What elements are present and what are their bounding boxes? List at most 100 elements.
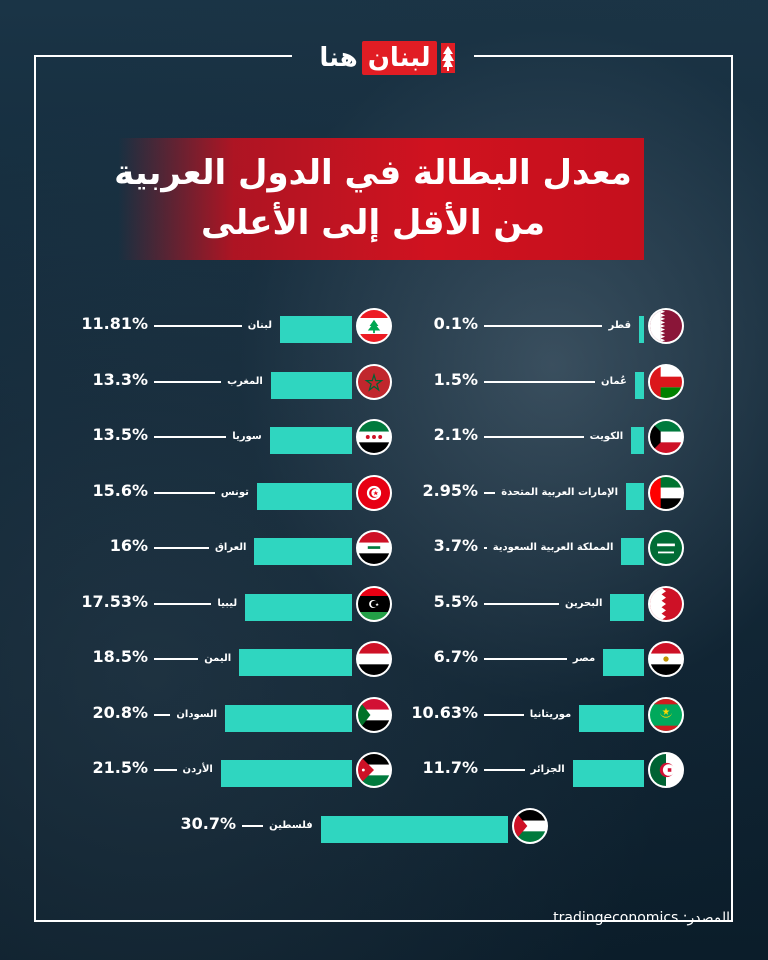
leader-line	[154, 769, 177, 771]
source-value: tradingeconomics	[553, 910, 679, 926]
libya-flag-icon	[356, 585, 392, 622]
country-label: موريتانيا	[529, 708, 572, 720]
leader-line	[154, 602, 212, 605]
oman-flag-icon	[648, 363, 684, 400]
data-label: 13.3%	[92, 369, 148, 389]
tunisia-flag-icon	[356, 474, 392, 511]
data-label: 16%	[109, 536, 148, 555]
country-label: الكويت	[589, 431, 624, 442]
chart-bar	[269, 427, 352, 454]
chart-bar	[256, 482, 352, 510]
chart-bar	[639, 316, 644, 343]
country-label: فلسطين	[269, 819, 313, 831]
jordan-flag-icon	[356, 752, 392, 788]
chart-bar	[254, 538, 352, 565]
lebanon-flag-icon	[356, 308, 392, 344]
leader-line	[154, 658, 199, 660]
algeria-flag-icon	[648, 752, 684, 788]
chart-bar	[631, 427, 644, 454]
morocco-flag-icon	[356, 363, 392, 400]
data-label: 2.1%	[433, 425, 478, 444]
kuwait-flag-icon	[648, 419, 684, 455]
leader-line	[484, 491, 496, 494]
chart-bar	[270, 371, 352, 399]
source-label: المصدر:	[682, 910, 730, 926]
leader-line	[154, 436, 227, 438]
chart-bar	[320, 815, 508, 843]
iraq-flag-icon	[356, 530, 392, 566]
data-label: 0.1%	[433, 314, 478, 333]
country-label: السودان	[176, 708, 218, 720]
data-label: 2.95%	[422, 480, 478, 500]
title-band	[118, 138, 644, 260]
country-label: عُمان	[601, 375, 627, 387]
country-label: المملكة العربية السعودية	[492, 542, 614, 553]
title-line-2: من الأقل إلى الأعلى	[200, 203, 546, 243]
country-label: تونس	[220, 486, 249, 498]
country-label: اليمن	[204, 653, 232, 664]
chart-bar	[279, 316, 352, 343]
country-label: ليبيا	[217, 597, 238, 609]
data-label: 30.7%	[180, 813, 236, 833]
chart-bar	[225, 704, 352, 732]
mauritania-flag-icon	[648, 696, 684, 733]
country-label: سوريا	[232, 431, 262, 442]
leader-line	[154, 713, 171, 716]
chart-title: معدل البطالة في الدول العربية من الأقل إ…	[100, 148, 646, 248]
chart-bar	[245, 593, 352, 621]
country-label: الجزائر	[530, 764, 565, 775]
leader-line	[484, 325, 603, 327]
data-label: 20.8%	[92, 702, 148, 722]
uae-flag-icon	[648, 474, 684, 511]
data-label: 11.81%	[81, 314, 148, 333]
sudan-flag-icon	[356, 696, 392, 733]
leader-line	[154, 380, 222, 383]
leader-line	[154, 491, 215, 494]
bahrain-flag-icon	[648, 585, 684, 622]
frame-top-left-line	[34, 55, 292, 57]
leader-line	[484, 658, 567, 660]
country-label: قطر	[608, 320, 631, 331]
country-label: الإمارات العربية المتحدة	[501, 486, 619, 498]
chart-bar	[634, 371, 644, 399]
data-label: 5.5%	[433, 591, 478, 611]
frame-top-right-line	[474, 55, 733, 57]
syria-flag-icon	[356, 419, 392, 455]
leader-line	[484, 769, 525, 771]
leader-line	[484, 547, 487, 549]
data-label: 11.7%	[422, 758, 478, 777]
chart-bar	[621, 538, 644, 565]
brand-logo: لبنان هنا	[305, 38, 465, 78]
logo-lubnan-text: لبنان	[361, 41, 437, 75]
chart-bar	[220, 760, 352, 787]
country-label: لبنان	[247, 320, 272, 331]
country-label: المغرب	[227, 375, 263, 387]
country-label: البحرين	[565, 597, 603, 609]
palestine-flag-icon	[512, 807, 548, 844]
chart-bar	[603, 649, 644, 676]
chart-bar	[579, 704, 644, 732]
yemen-flag-icon	[356, 641, 392, 677]
chart-bar	[610, 593, 644, 621]
page-frame	[34, 56, 733, 922]
data-label: 3.7%	[433, 536, 478, 555]
cedar-icon	[440, 43, 455, 73]
leader-line	[484, 380, 596, 383]
leader-line	[484, 436, 584, 438]
chart-bar	[572, 760, 644, 787]
title-line-1: معدل البطالة في الدول العربية	[114, 153, 632, 193]
data-label: 1.5%	[433, 369, 478, 389]
data-label: 15.6%	[92, 480, 148, 500]
leader-line	[484, 713, 524, 716]
chart-bar	[239, 649, 352, 676]
source-credit: المصدر: tradingeconomics	[530, 910, 730, 926]
data-label: 10.63%	[411, 702, 478, 722]
country-label: العراق	[214, 542, 247, 553]
data-label: 18.5%	[92, 647, 148, 666]
qatar-flag-icon	[648, 308, 684, 344]
data-label: 21.5%	[92, 758, 148, 777]
country-label: الأردن	[182, 764, 213, 775]
data-label: 17.53%	[81, 591, 148, 611]
logo-huna-text: هنا	[319, 43, 358, 73]
leader-line	[154, 325, 242, 327]
